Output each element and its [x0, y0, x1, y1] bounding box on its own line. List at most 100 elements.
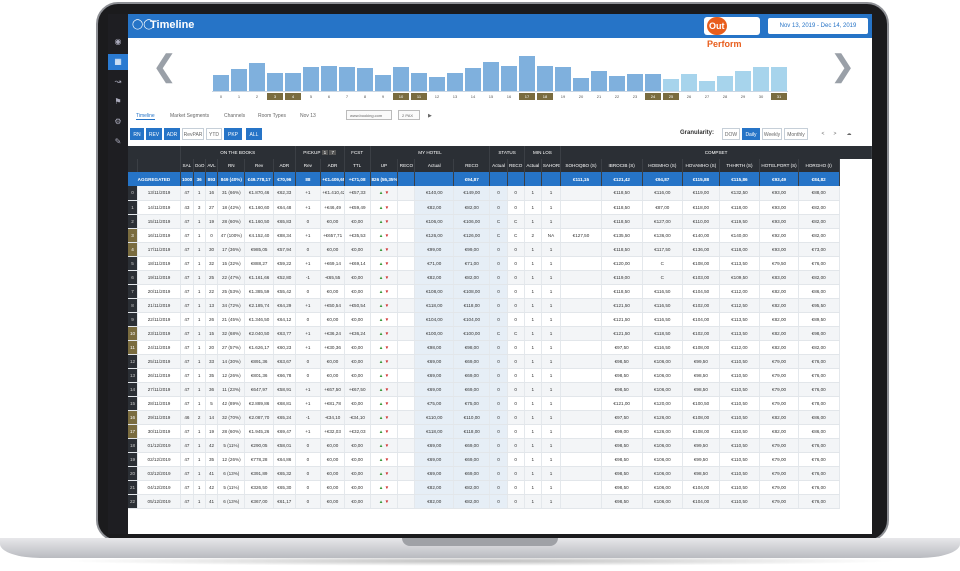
date-range-picker[interactable]: Nov 13, 2019 - Dec 14, 2019 [768, 18, 868, 34]
table-cell[interactable]: ▲ ▼ [370, 452, 399, 467]
reco-cell[interactable] [397, 270, 416, 285]
thumbs-up-icon[interactable]: ▲ [378, 190, 384, 196]
table-cell[interactable]: ▲ ▼ [370, 354, 399, 369]
occupancy-bar[interactable] [591, 70, 607, 91]
table-cell[interactable]: ▲ ▼ [370, 368, 399, 383]
reco-cell[interactable] [397, 284, 416, 299]
pickup-1-toggle[interactable]: 1 [321, 150, 329, 155]
rn-button[interactable]: RN [130, 128, 144, 140]
reco-cell[interactable] [397, 466, 416, 481]
thumbs-up-icon[interactable]: ▲ [378, 428, 384, 434]
table-row[interactable]: 6 19/11/2019 47 1 25 22 (47%) €1.161,66 €52,80-… [128, 270, 872, 285]
thumbs-up-icon[interactable]: ▲ [378, 498, 384, 504]
thumbs-up-icon[interactable]: ▲ [378, 372, 384, 378]
table-row[interactable]: 3 16/11/2019 47 1 0 47 (100%) €4.152,40 €88,34 +… [128, 228, 872, 243]
table-row[interactable]: 4 17/11/2019 47 1 30 17 (36%) €985,05 €57,94 0 €0… [128, 242, 872, 257]
occupancy-bar[interactable] [411, 72, 427, 91]
table-row[interactable]: 11 24/11/2019 47 1 20 27 (57%) €1.626,17 €60,23… [128, 340, 872, 355]
thumbs-up-icon[interactable]: ▲ [378, 358, 384, 364]
occupancy-bar[interactable] [375, 75, 391, 91]
thumbs-up-icon[interactable]: ▲ [378, 204, 384, 210]
gran-monthly-button[interactable]: Monthly [784, 128, 808, 140]
table-cell[interactable]: ▲ ▼ [370, 242, 399, 257]
table-row[interactable]: 14 27/11/2019 47 1 36 11 (23%) €647,97 €58,91 +1… [128, 382, 872, 397]
gran-daily-button[interactable]: Daily [742, 128, 760, 140]
all-button[interactable]: ALL [246, 128, 262, 140]
thumbs-down-icon[interactable]: ▼ [384, 288, 390, 294]
table-row[interactable]: 10 23/11/2019 47 1 15 32 (68%) €2.040,50 €63,77… [128, 326, 872, 341]
occupancy-bar[interactable] [483, 61, 499, 91]
reco-cell[interactable] [397, 214, 416, 229]
thumbs-up-icon[interactable]: ▲ [378, 316, 384, 322]
cloud-icon[interactable]: ☁ [844, 128, 854, 140]
thumbs-down-icon[interactable]: ▼ [384, 372, 390, 378]
table-cell[interactable]: ▲ ▼ [370, 214, 399, 229]
reco-cell[interactable] [397, 438, 416, 453]
rev-button[interactable]: REV [146, 128, 162, 140]
table-cell[interactable]: ▲ ▼ [370, 340, 399, 355]
wrench-icon[interactable]: ✎ [114, 137, 122, 146]
table-row[interactable]: 7 20/11/2019 47 1 22 25 (53%) €1.385,59 €55,42 0… [128, 284, 872, 299]
thumbs-down-icon[interactable]: ▼ [384, 260, 390, 266]
pickup-7-toggle[interactable]: 7 [329, 150, 337, 155]
grid-icon[interactable]: ▦ [108, 54, 128, 70]
tab-room-types[interactable]: Room Types [258, 113, 286, 119]
thumbs-down-icon[interactable]: ▼ [384, 316, 390, 322]
thumbs-up-icon[interactable]: ▲ [378, 470, 384, 476]
occupancy-bar[interactable] [753, 66, 769, 91]
reco-cell[interactable] [397, 312, 416, 327]
thumbs-down-icon[interactable]: ▼ [384, 400, 390, 406]
thumbs-down-icon[interactable]: ▼ [384, 428, 390, 434]
table-cell[interactable]: ▲ ▼ [370, 494, 399, 509]
tab-timeline[interactable]: Timeline [136, 113, 155, 120]
occupancy-bar[interactable] [213, 75, 229, 91]
reco-cell[interactable] [397, 340, 416, 355]
thumbs-up-icon[interactable]: ▲ [378, 456, 384, 462]
thumbs-down-icon[interactable]: ▼ [384, 484, 390, 490]
occupancy-bar[interactable] [447, 73, 463, 91]
occupancy-bar[interactable] [303, 66, 319, 91]
table-cell[interactable]: ▲ ▼ [370, 466, 399, 481]
gran-weekly-button[interactable]: Weekly [762, 128, 782, 140]
table-row[interactable]: 21 04/12/2019 47 1 42 5 (11%) €326,50 €65,30 0 €0… [128, 480, 872, 495]
thumbs-down-icon[interactable]: ▼ [384, 204, 390, 210]
thumbs-down-icon[interactable]: ▼ [384, 470, 390, 476]
table-cell[interactable]: ▲ ▼ [370, 186, 399, 201]
tab-market-segments[interactable]: Market Segments [170, 113, 210, 119]
table-row[interactable]: 13 26/11/2019 47 1 35 12 (26%) €801,36 €66,78 0 €… [128, 368, 872, 383]
reco-cell[interactable] [397, 410, 416, 425]
reco-cell[interactable] [397, 298, 416, 313]
prev-arrow-icon[interactable]: ❮ [152, 50, 178, 83]
source-select[interactable]: www.booking.com [346, 110, 392, 120]
table-row[interactable]: 20 03/12/2019 47 1 41 6 (13%) €391,89 €65,32 0 €0… [128, 466, 872, 481]
tab-channels[interactable]: Channels [224, 113, 246, 119]
pkp-button[interactable]: PKP [224, 128, 242, 140]
play-icon[interactable]: ▶ [428, 113, 432, 119]
reco-cell[interactable] [397, 354, 416, 369]
table-cell[interactable]: ▲ ▼ [370, 326, 399, 341]
adr-button[interactable]: ADR [164, 128, 180, 140]
shield-icon[interactable]: ◉ [114, 37, 122, 46]
occupancy-bar[interactable] [717, 75, 733, 91]
table-cell[interactable]: ▲ ▼ [370, 382, 399, 397]
occupancy-bar[interactable] [357, 67, 373, 91]
table-cell[interactable]: ▲ ▼ [370, 298, 399, 313]
thumbs-up-icon[interactable]: ▲ [378, 232, 384, 238]
reco-cell[interactable] [397, 480, 416, 495]
table-cell[interactable]: ▲ ▼ [370, 256, 399, 271]
thumbs-up-icon[interactable]: ▲ [378, 484, 384, 490]
thumbs-up-icon[interactable]: ▲ [378, 442, 384, 448]
table-row[interactable]: 0 13/11/2019 47 1 16 31 (66%) €1.870,46 €62,33 +… [128, 186, 872, 201]
reco-cell[interactable] [397, 494, 416, 509]
table-row[interactable]: 19 02/12/2019 47 1 35 12 (26%) €778,28 €64,86 0 €… [128, 452, 872, 467]
occupancy-bar[interactable] [627, 74, 643, 91]
occupancy-bar[interactable] [267, 73, 283, 91]
table-row[interactable]: 15 28/11/2019 47 1 5 42 (89%) €2.889,86 €68,81 +… [128, 396, 872, 411]
table-cell[interactable]: ▲ ▼ [370, 270, 399, 285]
thumbs-up-icon[interactable]: ▲ [378, 246, 384, 252]
occupancy-bar[interactable] [465, 68, 481, 91]
thumbs-up-icon[interactable]: ▲ [378, 414, 384, 420]
occupancy-bar[interactable] [663, 79, 679, 91]
occupancy-bar[interactable] [609, 75, 625, 91]
reco-cell[interactable] [397, 186, 416, 201]
